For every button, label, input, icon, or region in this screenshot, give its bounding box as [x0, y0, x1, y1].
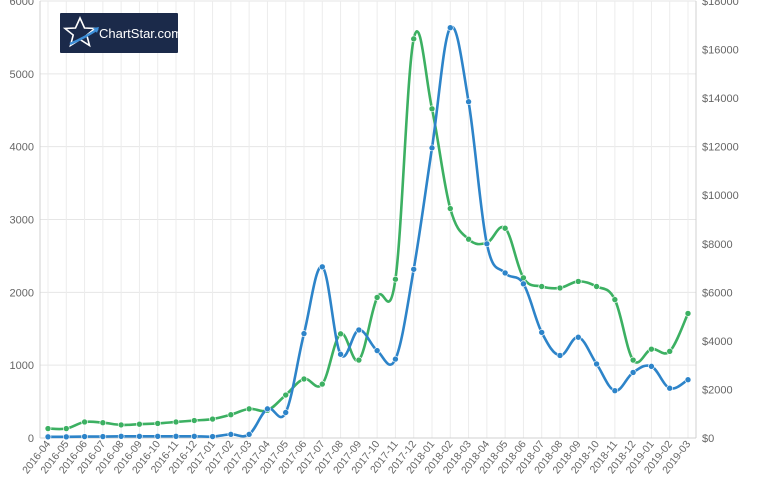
- grid-lines: [39, 0, 697, 439]
- left-tick-label: 2000: [10, 287, 34, 299]
- data-point[interactable]: [81, 418, 88, 426]
- right-tick-label: $14000: [702, 93, 739, 105]
- data-point[interactable]: [373, 347, 381, 354]
- data-point[interactable]: [428, 105, 436, 113]
- data-point[interactable]: [446, 205, 454, 212]
- data-point[interactable]: [318, 263, 326, 271]
- right-tick-label: $10000: [702, 190, 739, 202]
- left-tick-label: 1000: [10, 360, 34, 372]
- logo-text: ChartStar.com: [99, 26, 182, 41]
- chartstar-logo: ChartStar.com: [60, 13, 182, 53]
- data-point[interactable]: [666, 348, 674, 355]
- data-point[interactable]: [574, 278, 582, 285]
- left-tick-label: 3000: [10, 215, 34, 227]
- data-point[interactable]: [611, 296, 619, 303]
- data-point[interactable]: [684, 310, 692, 317]
- data-point[interactable]: [99, 433, 107, 440]
- right-y-axis: $0 $2000 $4000 $6000 $8000 $10000 $12000 $14000…: [702, 0, 739, 445]
- data-point[interactable]: [355, 356, 363, 364]
- data-point[interactable]: [154, 433, 162, 440]
- data-point[interactable]: [538, 329, 546, 336]
- right-tick-label: $6000: [702, 287, 733, 299]
- data-point[interactable]: [81, 433, 88, 440]
- data-point[interactable]: [227, 411, 235, 418]
- right-tick-label: $8000: [702, 239, 733, 251]
- data-point[interactable]: [666, 384, 674, 392]
- data-point[interactable]: [337, 350, 344, 358]
- data-point[interactable]: [446, 24, 454, 32]
- data-point[interactable]: [172, 433, 180, 440]
- swoosh-arrowhead-icon: [93, 27, 99, 33]
- data-point[interactable]: [245, 405, 253, 413]
- data-point[interactable]: [318, 380, 326, 388]
- data-point[interactable]: [648, 363, 655, 370]
- data-point[interactable]: [410, 265, 418, 273]
- left-tick-label: 6000: [10, 0, 34, 8]
- data-point[interactable]: [172, 418, 180, 426]
- data-point[interactable]: [117, 421, 125, 429]
- data-point[interactable]: [629, 356, 637, 364]
- data-point[interactable]: [245, 431, 253, 438]
- data-point[interactable]: [520, 280, 527, 288]
- data-point[interactable]: [264, 405, 271, 413]
- left-tick-label: 4000: [10, 142, 34, 154]
- data-point[interactable]: [209, 433, 216, 440]
- data-point[interactable]: [373, 294, 381, 301]
- data-point[interactable]: [154, 420, 162, 427]
- series-line: [47, 25, 689, 439]
- data-point[interactable]: [392, 275, 399, 283]
- data-point[interactable]: [44, 433, 52, 441]
- right-tick-label: $2000: [702, 384, 733, 396]
- data-point[interactable]: [136, 433, 143, 440]
- data-point[interactable]: [136, 420, 143, 428]
- data-point[interactable]: [337, 330, 344, 338]
- right-tick-label: $18000: [702, 0, 739, 8]
- data-point[interactable]: [611, 387, 619, 394]
- data-point[interactable]: [556, 284, 564, 292]
- data-point[interactable]: [99, 419, 107, 427]
- data-point[interactable]: [190, 417, 198, 424]
- data-point[interactable]: [574, 333, 582, 341]
- data-point[interactable]: [227, 431, 235, 438]
- series-2: [44, 24, 692, 441]
- data-point[interactable]: [684, 376, 692, 384]
- x-axis: 2016-042016-052016-062016-072016-082016-…: [20, 438, 693, 476]
- series-line: [47, 29, 690, 431]
- data-point[interactable]: [629, 369, 637, 376]
- series-1: [44, 29, 692, 432]
- data-point[interactable]: [62, 433, 70, 441]
- data-point[interactable]: [483, 240, 491, 248]
- data-point[interactable]: [465, 235, 472, 243]
- data-point[interactable]: [62, 425, 70, 432]
- data-point[interactable]: [355, 326, 363, 334]
- data-point[interactable]: [556, 352, 564, 359]
- data-point[interactable]: [501, 269, 509, 277]
- data-point[interactable]: [538, 283, 546, 290]
- left-tick-label: 0: [28, 433, 34, 445]
- left-tick-label: 5000: [10, 69, 34, 81]
- data-point[interactable]: [428, 144, 436, 152]
- data-point[interactable]: [282, 391, 290, 399]
- data-point[interactable]: [117, 433, 125, 440]
- data-point[interactable]: [410, 35, 418, 43]
- data-point[interactable]: [300, 330, 308, 337]
- data-point[interactable]: [648, 345, 655, 353]
- data-point[interactable]: [190, 433, 198, 440]
- data-point[interactable]: [282, 409, 290, 416]
- right-tick-label: $16000: [702, 45, 739, 57]
- series-group: [44, 24, 692, 441]
- data-point[interactable]: [392, 355, 399, 363]
- data-point[interactable]: [501, 224, 509, 232]
- left-y-axis: 0 1000 2000 3000 4000 5000 6000: [10, 0, 34, 445]
- data-point[interactable]: [465, 98, 472, 106]
- data-point[interactable]: [593, 283, 600, 290]
- right-tick-label: $12000: [702, 142, 739, 154]
- right-tick-label: $4000: [702, 336, 733, 348]
- data-point[interactable]: [209, 415, 216, 423]
- data-point[interactable]: [44, 425, 52, 432]
- data-point[interactable]: [300, 375, 308, 383]
- data-point[interactable]: [593, 360, 600, 368]
- right-tick-label: $0: [702, 433, 714, 445]
